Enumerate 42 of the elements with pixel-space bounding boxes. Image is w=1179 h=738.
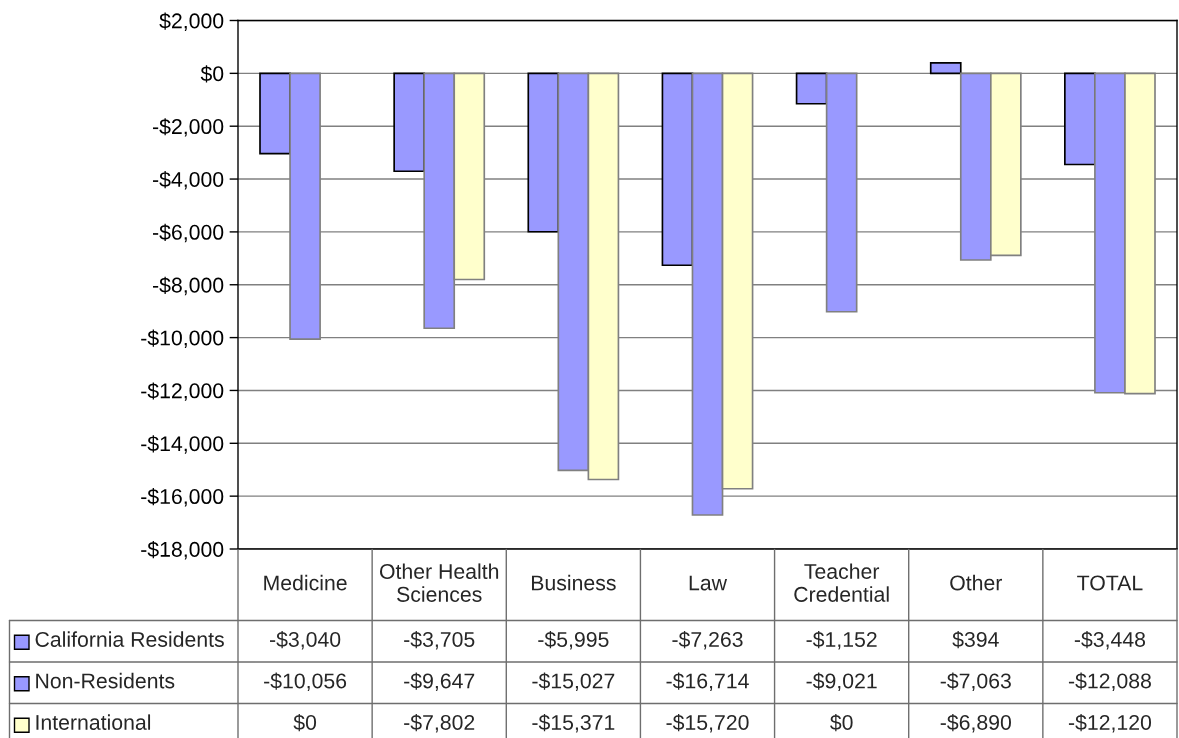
data-label: -$7,263 bbox=[672, 631, 743, 650]
y-tick-label: -$12,000 bbox=[141, 382, 224, 401]
data-label: -$7,802 bbox=[404, 714, 475, 733]
data-label: -$3,040 bbox=[269, 631, 341, 650]
y-tick-label: -$18,000 bbox=[141, 540, 224, 560]
data-label: -$5,995 bbox=[538, 631, 609, 650]
x-tick-label: TOTAL bbox=[1077, 575, 1143, 591]
y-tick-label: $0 bbox=[200, 65, 224, 83]
y-tick-label: -$14,000 bbox=[141, 435, 224, 454]
data-label: -$1,152 bbox=[806, 631, 877, 650]
data-label: -$15,720 bbox=[666, 714, 749, 733]
x-tick-label: Medicine bbox=[264, 574, 347, 591]
data-label: -$3,448 bbox=[1074, 631, 1146, 650]
y-tick-label: -$10,000 bbox=[141, 329, 224, 349]
data-label: -$6,890 bbox=[940, 714, 1011, 733]
y-tick-label: -$16,000 bbox=[141, 488, 224, 507]
data-label: -$12,088 bbox=[1068, 672, 1151, 691]
x-tick-label: Business bbox=[531, 574, 616, 591]
legend-label: Non-Residents bbox=[36, 672, 175, 689]
data-label: -$3,705 bbox=[404, 631, 475, 650]
data-label: -$15,027 bbox=[532, 672, 615, 691]
data-label: -$15,371 bbox=[532, 714, 615, 733]
legend-label: International bbox=[36, 714, 151, 730]
data-label: -$12,120 bbox=[1068, 714, 1152, 733]
x-tick-label: Other bbox=[950, 574, 1003, 591]
y-tick-label: $2,000 bbox=[159, 12, 224, 31]
y-tick-label: -$8,000 bbox=[152, 276, 224, 296]
data-label: $0 bbox=[293, 714, 317, 732]
data-label: -$16,714 bbox=[666, 672, 749, 691]
legend-label: California Residents bbox=[35, 631, 224, 647]
x-tick-label: Teacher Credential bbox=[794, 563, 889, 602]
y-tick-label: -$6,000 bbox=[152, 223, 224, 243]
y-tick-label: -$4,000 bbox=[152, 171, 224, 190]
x-tick-label: Law bbox=[689, 575, 728, 591]
data-label: -$9,647 bbox=[404, 672, 475, 691]
data-label: $394 bbox=[952, 631, 999, 649]
x-tick-label: Other Health Sciences bbox=[379, 563, 499, 602]
y-tick-label: -$2,000 bbox=[152, 118, 224, 137]
data-label: -$9,021 bbox=[806, 672, 877, 691]
data-label: $0 bbox=[830, 714, 853, 732]
data-label: -$7,063 bbox=[940, 672, 1011, 691]
data-label: -$10,056 bbox=[264, 672, 347, 691]
